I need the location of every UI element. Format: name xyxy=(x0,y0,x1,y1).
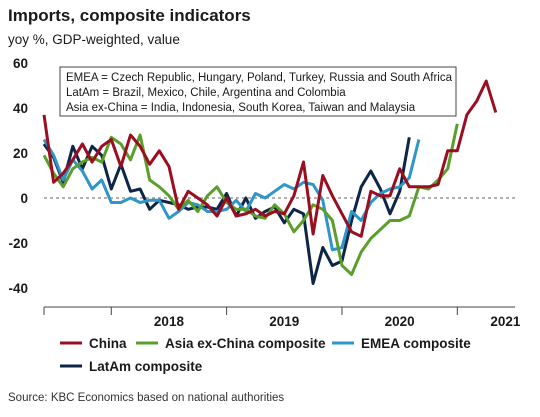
source-note: Source: KBC Economics based on national … xyxy=(8,392,285,404)
chart-title: Imports, composite indicators xyxy=(8,6,251,25)
note-line-latam: LatAm = Brazil, Mexico, Chile, Argentina… xyxy=(66,87,346,99)
legend-label-china: China xyxy=(89,336,127,351)
y-tick-label: -20 xyxy=(8,236,28,251)
y-tick-label: 0 xyxy=(20,191,28,206)
y-tick-label: 20 xyxy=(13,146,28,161)
x-tick-label: 2018 xyxy=(154,314,185,329)
note-box: EMEA = Czech Republic, Hungary, Poland, … xyxy=(59,66,457,117)
note-box-frame xyxy=(59,66,457,117)
chart-subtitle: yoy %, GDP-weighted, value xyxy=(8,32,180,47)
series-line-china xyxy=(42,79,498,238)
x-tick-label: 2020 xyxy=(385,314,415,329)
x-tick-label: 2021 xyxy=(490,314,521,329)
x-axis-ticks: 2018 2019 2020 2021 xyxy=(43,307,521,329)
y-tick-label: 60 xyxy=(13,56,28,71)
x-tick-label: 2019 xyxy=(269,314,299,329)
note-line-asia: Asia ex-China = India, Indonesia, South … xyxy=(66,102,416,114)
series-lines xyxy=(42,79,498,285)
note-line-emea: EMEA = Czech Republic, Hungary, Poland, … xyxy=(66,72,453,84)
legend: China Asia ex-China composite EMEA compo… xyxy=(60,336,471,374)
legend-label-latam: LatAm composite xyxy=(89,359,203,374)
y-axis-ticks: 60 40 20 0 -20 -40 xyxy=(8,56,28,296)
legend-label-emea: EMEA composite xyxy=(361,336,471,351)
y-tick-label: -40 xyxy=(8,281,28,296)
legend-label-asia: Asia ex-China composite xyxy=(165,336,326,351)
y-tick-label: 40 xyxy=(13,101,28,116)
series-line-latam-composite xyxy=(42,137,411,285)
